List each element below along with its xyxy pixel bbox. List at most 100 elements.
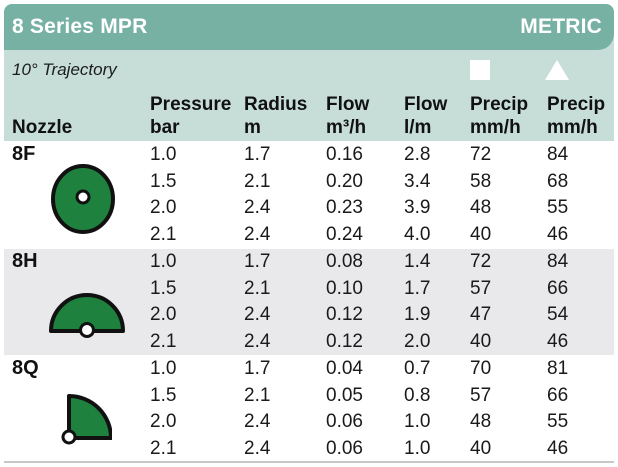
table-cell: 2.4 [244, 330, 271, 352]
column-header-line: Precip [470, 94, 529, 115]
metric-label: METRIC [520, 15, 602, 38]
nozzle-section-8H: 8H 1.0 1.7 0.08 1.4 72 84 1.5 2.1 0.10 1.7 57 66 2.0… [4, 249, 614, 355]
table-cell: 2.1 [150, 330, 177, 352]
table-cell: 2.0 [150, 197, 177, 218]
table-cell: 48 [470, 411, 492, 432]
table-cell: 0.7 [404, 358, 431, 379]
section-rows: 1.0 1.7 0.04 0.7 70 81 1.5 2.1 0.05 0.8 57 66 2.0 2.4… [4, 356, 614, 462]
table-cell: 1.0 [150, 144, 177, 165]
nozzle-name: 8H [12, 250, 38, 272]
nozzle-name: 8Q [12, 357, 39, 379]
table-cell: 1.0 [404, 411, 431, 432]
column-header-line: m [244, 117, 261, 138]
column-header-nozzle: Nozzle [12, 116, 72, 139]
table-cell: 1.0 [150, 251, 177, 272]
table-cell: 2.4 [244, 437, 271, 459]
table-cell: 0.12 [326, 304, 363, 325]
table-cell: 1.7 [244, 144, 271, 165]
table-cell: 0.20 [326, 170, 363, 192]
table-title: 8 Series MPR [12, 15, 148, 38]
table-cell: 66 [547, 384, 569, 406]
column-header-line: Flow [326, 94, 370, 115]
half-circle-icon [49, 293, 125, 338]
table-row: 1.5 2.1 0.10 1.7 57 66 [4, 276, 614, 303]
table-cell: 72 [470, 144, 492, 165]
column-header-pressure: Pressure bar [150, 93, 231, 139]
table-cell: 84 [547, 144, 569, 165]
table-cell: 2.4 [244, 223, 271, 245]
table-cell: 57 [470, 277, 492, 299]
column-header-line: bar [150, 117, 180, 138]
column-header-line: mm/h [470, 117, 521, 138]
triangle-icon [545, 60, 569, 80]
table-cell: 1.5 [150, 384, 177, 406]
table-row: 1.0 1.7 0.08 1.4 72 84 [4, 249, 614, 276]
table-row: 1.5 2.1 0.20 3.4 58 68 [4, 169, 614, 196]
table-cell: 54 [547, 304, 569, 325]
table-row: 2.0 2.4 0.12 1.9 47 54 [4, 302, 614, 329]
column-header-line: mm/h [547, 117, 598, 138]
table-cell: 0.04 [326, 358, 363, 379]
table-cell: 2.0 [404, 330, 431, 352]
full-circle-icon [51, 164, 115, 234]
table-cell: 55 [547, 411, 569, 432]
table-cell: 2.1 [150, 223, 177, 245]
table-cell: 2.1 [150, 437, 177, 459]
table-cell: 0.08 [326, 251, 363, 272]
table-bottom-rule [4, 461, 614, 463]
table-cell: 70 [470, 358, 492, 379]
table-cell: 1.7 [244, 358, 271, 379]
table-cell: 1.4 [404, 251, 431, 272]
table-cell: 0.06 [326, 437, 363, 459]
table-cell: 47 [470, 304, 492, 325]
table-cell: 1.7 [244, 251, 271, 272]
table-cell: 3.9 [404, 197, 431, 218]
table-cell: 40 [470, 330, 492, 352]
table-cell: 48 [470, 197, 492, 218]
table-cell: 1.5 [150, 170, 177, 192]
table-cell: 2.0 [150, 304, 177, 325]
column-header-line: Pressure [150, 94, 232, 115]
table-cell: 2.0 [150, 411, 177, 432]
table-cell: 0.12 [326, 330, 363, 352]
table-cell: 2.8 [404, 144, 431, 165]
table-cell: 58 [470, 170, 492, 192]
nozzle-name: 8F [12, 143, 36, 165]
column-header-precip-square: Precip mm/h [470, 93, 528, 139]
table-cell: 2.4 [244, 197, 271, 218]
trajectory-label: 10° Trajectory [12, 60, 117, 79]
table-cell: 55 [547, 197, 569, 218]
table-cell: 0.16 [326, 144, 363, 165]
table-cell: 46 [547, 330, 569, 352]
table-cell: 0.24 [326, 223, 363, 245]
table-cell: 46 [547, 223, 569, 245]
table-cell: 66 [547, 277, 569, 299]
table-cell: 0.06 [326, 411, 363, 432]
table-cell: 2.1 [244, 170, 271, 192]
nozzle-section-8F: 8F 1.0 1.7 0.16 2.8 72 84 1.5 2.1 0.20 3.4 58 68 2.0… [4, 142, 614, 248]
table-cell: 1.5 [150, 277, 177, 299]
table-cell: 1.0 [404, 437, 431, 459]
column-header-line: Flow [404, 94, 448, 115]
column-header-flow-lm: Flow l/m [404, 93, 447, 139]
nozzle-section-8Q: 8Q 1.0 1.7 0.04 0.7 70 81 1.5 2.1 0.05 0.8 57 66 2.0… [4, 356, 614, 462]
table-row: 2.0 2.4 0.06 1.0 48 55 [4, 409, 614, 436]
table-cell: 46 [547, 437, 569, 459]
table-cell: 57 [470, 384, 492, 406]
section-rows: 1.0 1.7 0.08 1.4 72 84 1.5 2.1 0.10 1.7 57 66 2.0 2.4… [4, 249, 614, 355]
table-row: 1.0 1.7 0.16 2.8 72 84 [4, 142, 614, 169]
table-cell: 2.4 [244, 411, 271, 432]
column-header-precip-triangle: Precip mm/h [547, 93, 605, 139]
table-row: 2.1 2.4 0.12 2.0 40 46 [4, 329, 614, 356]
column-header-line: l/m [404, 117, 432, 138]
table-cell: 0.10 [326, 277, 363, 299]
table-cell: 40 [470, 437, 492, 459]
table-cell: 40 [470, 223, 492, 245]
table-header: 10° Trajectory Nozzle Pressure bar Radiu… [4, 36, 614, 141]
table-cell: 0.8 [404, 384, 431, 406]
table-cell: 0.05 [326, 384, 363, 406]
column-header-line: Precip [547, 94, 606, 115]
table-row: 2.1 2.4 0.06 1.0 40 46 [4, 436, 614, 463]
table-cell: 1.0 [150, 358, 177, 379]
